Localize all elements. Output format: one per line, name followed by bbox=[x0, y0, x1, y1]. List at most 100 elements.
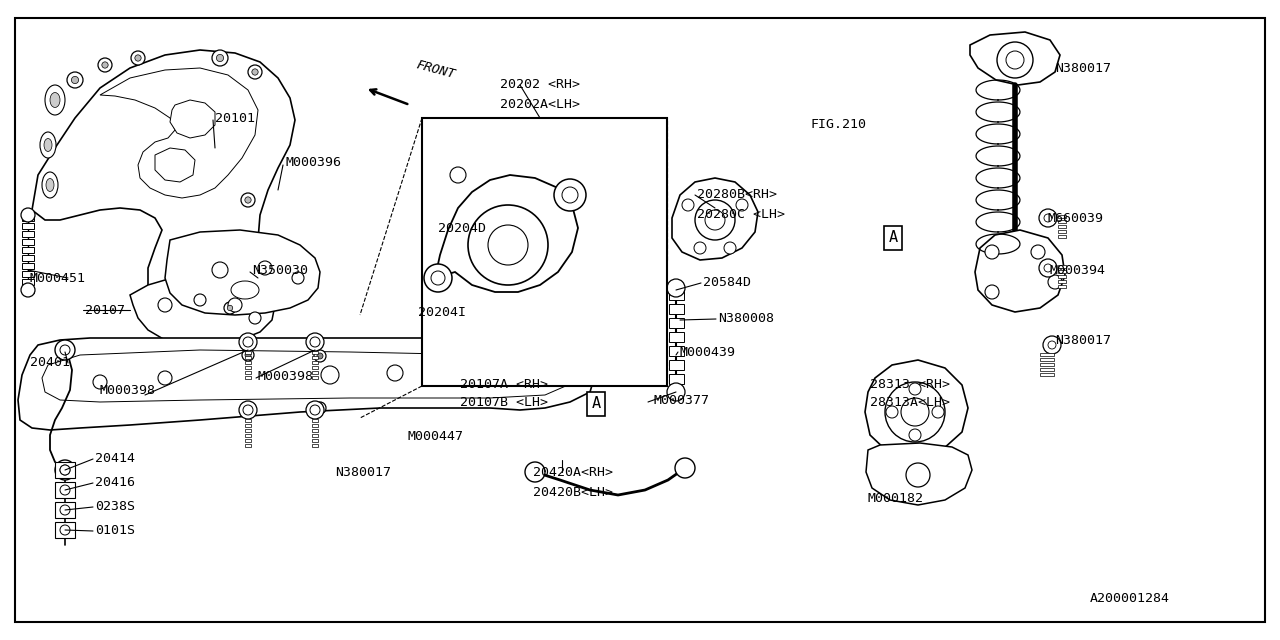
Circle shape bbox=[884, 382, 945, 442]
Circle shape bbox=[468, 205, 548, 285]
Circle shape bbox=[906, 463, 931, 487]
Circle shape bbox=[242, 402, 253, 414]
Circle shape bbox=[60, 465, 70, 475]
Text: M000447: M000447 bbox=[407, 429, 463, 442]
Text: 20416: 20416 bbox=[95, 477, 134, 490]
Circle shape bbox=[243, 337, 253, 347]
Polygon shape bbox=[975, 230, 1065, 312]
Circle shape bbox=[682, 199, 694, 211]
Ellipse shape bbox=[50, 93, 60, 108]
Circle shape bbox=[244, 352, 251, 358]
Text: M000396: M000396 bbox=[285, 157, 340, 170]
Bar bbox=[1059, 285, 1066, 288]
Bar bbox=[422, 118, 667, 386]
Circle shape bbox=[67, 72, 83, 88]
Circle shape bbox=[212, 262, 228, 278]
Circle shape bbox=[239, 401, 257, 419]
Ellipse shape bbox=[40, 132, 56, 158]
Ellipse shape bbox=[42, 172, 58, 198]
Circle shape bbox=[306, 401, 324, 419]
Circle shape bbox=[20, 208, 35, 222]
Circle shape bbox=[909, 383, 922, 395]
Text: A: A bbox=[591, 397, 600, 412]
Bar bbox=[1039, 368, 1053, 371]
Polygon shape bbox=[155, 148, 195, 182]
Bar bbox=[669, 360, 684, 370]
Circle shape bbox=[1044, 264, 1052, 272]
Circle shape bbox=[239, 333, 257, 351]
Bar bbox=[22, 215, 35, 221]
Bar bbox=[244, 434, 251, 437]
Circle shape bbox=[387, 365, 403, 381]
Bar bbox=[669, 374, 684, 384]
Bar bbox=[669, 346, 684, 356]
Circle shape bbox=[157, 371, 172, 385]
Circle shape bbox=[314, 350, 326, 362]
Text: M000398: M000398 bbox=[259, 369, 314, 383]
Circle shape bbox=[1039, 259, 1057, 277]
Bar bbox=[22, 255, 35, 261]
Circle shape bbox=[131, 51, 145, 65]
Circle shape bbox=[452, 364, 468, 380]
Polygon shape bbox=[55, 502, 76, 518]
Circle shape bbox=[694, 242, 707, 254]
Polygon shape bbox=[55, 482, 76, 498]
Circle shape bbox=[1030, 245, 1044, 259]
Text: N380017: N380017 bbox=[1055, 61, 1111, 74]
Circle shape bbox=[250, 312, 261, 324]
Bar bbox=[1039, 358, 1053, 361]
Ellipse shape bbox=[44, 138, 52, 152]
Text: FIG.210: FIG.210 bbox=[810, 118, 867, 131]
Text: 20107B <LH>: 20107B <LH> bbox=[460, 397, 548, 410]
Text: 20101: 20101 bbox=[215, 111, 255, 125]
Text: 20584D: 20584D bbox=[703, 276, 751, 289]
Bar bbox=[22, 287, 35, 293]
Polygon shape bbox=[170, 100, 215, 138]
Circle shape bbox=[93, 375, 108, 389]
Bar bbox=[1059, 280, 1066, 283]
Circle shape bbox=[55, 460, 76, 480]
Circle shape bbox=[306, 333, 324, 351]
Text: M000398: M000398 bbox=[100, 383, 156, 397]
Circle shape bbox=[314, 402, 326, 414]
Circle shape bbox=[675, 458, 695, 478]
Circle shape bbox=[252, 69, 259, 75]
Circle shape bbox=[259, 261, 273, 275]
Text: 20280B<RH>: 20280B<RH> bbox=[698, 189, 777, 202]
Circle shape bbox=[317, 353, 323, 359]
Text: M000377: M000377 bbox=[653, 394, 709, 406]
Bar bbox=[1059, 225, 1066, 228]
Bar bbox=[244, 419, 251, 422]
Polygon shape bbox=[867, 443, 972, 505]
Bar bbox=[1039, 373, 1053, 376]
Circle shape bbox=[224, 302, 236, 314]
Text: A: A bbox=[888, 230, 897, 246]
Bar bbox=[244, 424, 251, 427]
Ellipse shape bbox=[45, 85, 65, 115]
Circle shape bbox=[195, 294, 206, 306]
Bar bbox=[22, 263, 35, 269]
Text: 20107A <RH>: 20107A <RH> bbox=[460, 378, 548, 390]
Circle shape bbox=[244, 197, 251, 203]
Bar bbox=[312, 361, 317, 364]
Text: 0101S: 0101S bbox=[95, 525, 134, 538]
Bar bbox=[1059, 230, 1066, 233]
Circle shape bbox=[1044, 214, 1052, 222]
Circle shape bbox=[310, 337, 320, 347]
Circle shape bbox=[424, 264, 452, 292]
Circle shape bbox=[1006, 51, 1024, 69]
Bar bbox=[312, 376, 317, 379]
Bar bbox=[244, 376, 251, 379]
Text: 0238S: 0238S bbox=[95, 500, 134, 513]
Bar bbox=[1059, 235, 1066, 238]
Text: M000451: M000451 bbox=[29, 271, 86, 285]
Bar bbox=[312, 366, 317, 369]
Circle shape bbox=[99, 58, 113, 72]
Text: A200001284: A200001284 bbox=[1091, 591, 1170, 605]
Circle shape bbox=[695, 200, 735, 240]
Circle shape bbox=[736, 199, 748, 211]
Bar bbox=[1059, 215, 1066, 218]
Text: 28313A<LH>: 28313A<LH> bbox=[870, 397, 950, 410]
Bar bbox=[22, 247, 35, 253]
Circle shape bbox=[997, 42, 1033, 78]
